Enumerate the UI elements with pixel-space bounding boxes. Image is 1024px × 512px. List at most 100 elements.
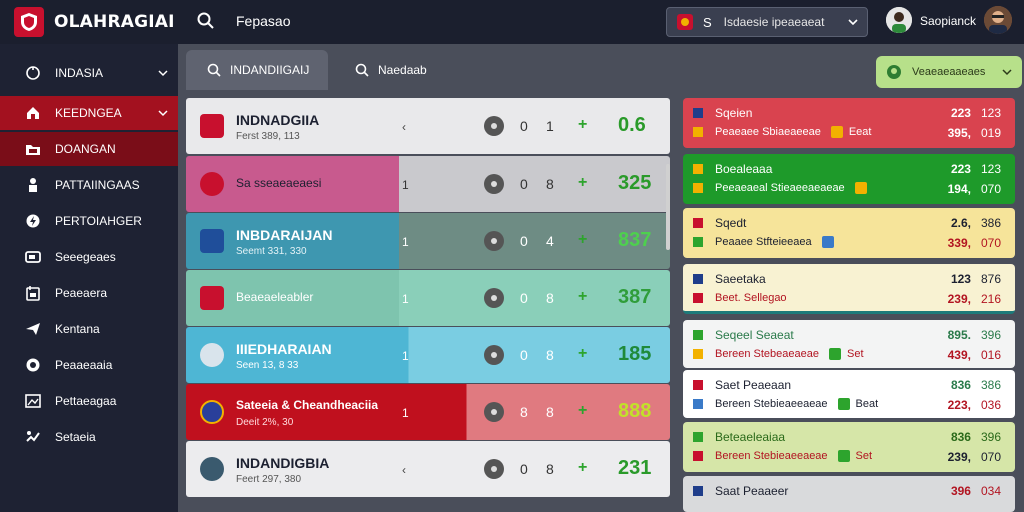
odds-value: 2.6, (950, 216, 971, 230)
search-icon (207, 63, 221, 77)
filter-label: Veaeaeaaeaes (912, 66, 986, 78)
tab-naedaab[interactable]: Naedaab (334, 50, 484, 90)
odds-value: 194, (947, 182, 971, 196)
row-arrow[interactable]: ‹ (402, 120, 406, 134)
row-arrow[interactable]: 1 (402, 349, 409, 363)
table-row[interactable]: Sa sseaeaeaesi 1 0 8 + 325 (186, 156, 670, 212)
row-arrow[interactable]: 1 (402, 292, 409, 306)
stat-a: 0 (520, 461, 528, 477)
team-title: INDNADGIIA (236, 112, 320, 128)
sidebar-item-label: INDASIA (55, 66, 104, 80)
odds-value: 836 (950, 378, 971, 392)
sidebar-item-seeegeaes[interactable]: Seeegeaes (0, 240, 178, 274)
player-avatar-icon (200, 457, 224, 481)
team-emblem-icon (200, 114, 224, 138)
search-icon[interactable] (196, 11, 216, 31)
profile-avatar[interactable] (984, 6, 1012, 34)
chevron-down-icon (158, 110, 168, 117)
search-input[interactable]: Fepasao (236, 13, 291, 29)
app-logo[interactable] (14, 7, 44, 37)
match-score: 888 (618, 400, 652, 422)
sidebar-item-pertoiahger[interactable]: PERTOIAHGER (0, 204, 178, 238)
table-row[interactable]: INDNADGIIA Ferst 389, 113 ‹ 0 1 + 0.6 (186, 98, 670, 154)
odds-value: 019 (980, 126, 1001, 140)
row-arrow[interactable]: 1 (402, 406, 409, 420)
sidebar-item-label: Pettaeagaa (55, 394, 117, 408)
language-select[interactable]: S Isdaesie ipeaeaeat (666, 7, 868, 37)
avatar[interactable] (886, 7, 912, 33)
select-value: Isdaesie ipeaeaeat (723, 15, 825, 29)
sidebar-item-setaeia[interactable]: Setaeia (0, 420, 178, 454)
table-row[interactable]: INDANDIGBIA Feert 297, 380 ‹ 0 8 + 231 (186, 441, 670, 497)
match-score: 837 (618, 229, 652, 251)
table-row[interactable]: INBDARAIJAN Seemt 331, 330 1 0 4 + 837 (186, 213, 670, 269)
odds-card[interactable]: Beteaeleaiaa Bereen Stebieaeeaeae Set 836… (683, 422, 1015, 472)
sidebar-item-doangan[interactable]: DOANGAN (0, 132, 178, 166)
odds-value: 223 (950, 162, 971, 176)
add-bet-button[interactable]: + (578, 174, 588, 191)
tab-label: INDANDIIGAIJ (230, 63, 310, 77)
sidebar-item-pettaeagaa[interactable]: Pettaeagaa (0, 384, 178, 418)
shield-logo-icon (21, 13, 37, 31)
badge-icon (828, 348, 841, 360)
table-row[interactable]: Beaeaeleabler 1 0 8 + 387 (186, 270, 670, 326)
odds-tag: Set (846, 348, 864, 360)
row-arrow[interactable]: 1 (402, 235, 409, 249)
team-subtitle: Deeit 2%, 30 (236, 417, 294, 428)
sidebar-item-kentana[interactable]: Kentana (0, 312, 178, 346)
sidebar-item-peaeaera[interactable]: Peaeaera (0, 276, 178, 310)
flag-icon (693, 108, 703, 118)
team-title: INBDARAIJAN (236, 227, 333, 243)
team-title: INDANDIGBIA (236, 455, 330, 471)
stat-b: 8 (546, 176, 554, 192)
user-name[interactable]: Saopianck (920, 14, 977, 28)
sidebar-item-indasia[interactable]: INDASIA (0, 56, 178, 90)
odds-title: Saeetaka (715, 272, 766, 286)
flag-icon (677, 14, 693, 30)
calendar-icon (26, 286, 40, 301)
odds-card[interactable]: Boealeaaa Peeaeaeal Stieaeeaeaeae 223 123… (683, 154, 1015, 204)
sidebar-item-label: Setaeia (55, 430, 96, 444)
row-arrow[interactable]: ‹ (402, 463, 406, 477)
sidebar-item-peaaeaaia[interactable]: Peaaeaaia (0, 348, 178, 382)
tab-indandiigaij[interactable]: INDANDIIGAIJ (186, 50, 328, 90)
main-content: INDANDIIGAIJ Naedaab Veaeaeaaeaes INDNAD… (178, 44, 1024, 512)
add-bet-button[interactable]: + (578, 231, 588, 248)
scrollbar[interactable] (666, 164, 670, 250)
odds-card[interactable]: Saet Peaeaan Bereen Stebieaeeaeae Beat 83… (683, 370, 1015, 418)
match-score: 387 (618, 286, 652, 308)
odds-card[interactable]: Sqeien Peaeaee Sbiaeaeeae Eeat 223 123 395… (683, 98, 1015, 148)
flag-icon (693, 486, 703, 496)
add-bet-button[interactable]: + (578, 116, 588, 133)
add-bet-button[interactable]: + (578, 402, 588, 419)
table-row[interactable]: Sateeia & Cheandheaciia Deeit 2%, 30 1 8… (186, 384, 670, 440)
odds-value: 439, (947, 348, 971, 362)
sidebar-item-pattaiingaas[interactable]: PATTAIINGAAS (0, 168, 178, 202)
odds-value: 070 (980, 450, 1001, 464)
filter-dropdown[interactable]: Veaeaeaaeaes (876, 56, 1022, 88)
chevron-down-icon (1002, 69, 1012, 76)
ball-icon (484, 459, 504, 479)
odds-card[interactable]: Seqeel Seaeat Bereen Stebeaeaeae Set 895.… (683, 320, 1015, 368)
sidebar-item-label: PATTAIINGAAS (55, 178, 140, 192)
flag-icon (693, 164, 703, 174)
add-bet-button[interactable]: + (578, 288, 588, 305)
stat-b: 8 (546, 461, 554, 477)
row-arrow[interactable]: 1 (402, 178, 409, 192)
match-score: 325 (618, 172, 652, 194)
odds-card[interactable]: Saat Peaaeer 396 034 (683, 476, 1015, 512)
odds-value: 396 (980, 328, 1001, 342)
team-title: Sateeia & Cheandheaciia (236, 398, 379, 412)
shield-icon (26, 214, 40, 228)
team-subtitle: Seemt 331, 330 (236, 246, 307, 257)
odds-tag: Beat (855, 398, 879, 410)
sidebar-item-keedngea[interactable]: KEEDNGEA (0, 96, 178, 130)
stat-a: 0 (520, 347, 528, 363)
stat-a: 0 (520, 290, 528, 306)
flag-icon (693, 127, 703, 137)
odds-card[interactable]: Sqedt Peaaee Stfteieeaea 2.6, 386 339, 070 (683, 208, 1015, 258)
table-row[interactable]: IIIEDHARAIAN Seen 13, 8 33 1 0 8 + 185 (186, 327, 670, 383)
add-bet-button[interactable]: + (578, 459, 588, 476)
odds-card[interactable]: Saeetaka Beet. Sellegao 123 876 239, 216 (683, 264, 1015, 314)
add-bet-button[interactable]: + (578, 345, 588, 362)
